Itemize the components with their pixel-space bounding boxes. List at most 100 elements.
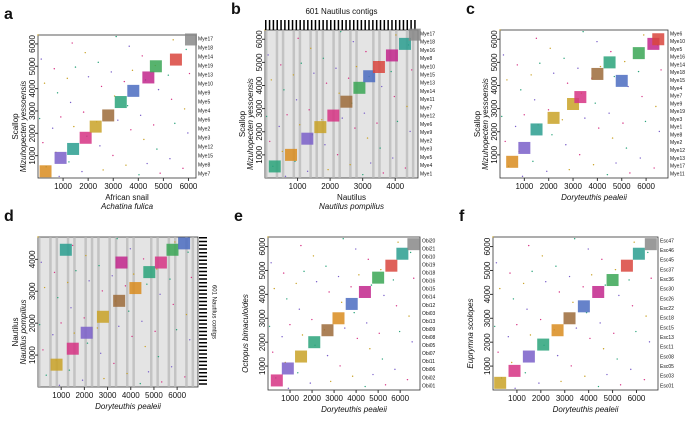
stripe xyxy=(405,30,409,178)
noise-dot xyxy=(658,130,661,133)
noise-dot xyxy=(599,65,602,68)
synteny-block xyxy=(80,326,93,339)
noise-dot xyxy=(352,40,355,43)
stripe xyxy=(126,237,129,387)
noise-dot xyxy=(355,65,358,68)
noise-dot xyxy=(71,42,73,44)
noise-dot xyxy=(295,282,297,285)
chromosome-label: Mye9 xyxy=(198,90,210,96)
stripe xyxy=(73,237,76,387)
synteny-block xyxy=(592,285,605,298)
noise-dot xyxy=(143,138,145,141)
stripe xyxy=(309,30,312,178)
noise-dot xyxy=(37,34,39,36)
noise-dot xyxy=(514,387,516,389)
noise-dot xyxy=(643,378,646,381)
synteny-block xyxy=(96,310,109,323)
noise-dot xyxy=(286,114,288,116)
chromosome-label: Esc11 xyxy=(660,345,674,351)
stripe xyxy=(395,30,398,178)
noise-dot xyxy=(75,270,77,272)
chromosome-label: Obi01 xyxy=(422,383,436,389)
noise-dot xyxy=(102,169,104,171)
noise-dot xyxy=(631,305,634,307)
noise-dot xyxy=(590,274,593,276)
stripe xyxy=(191,237,195,387)
noise-dot xyxy=(568,275,571,278)
chromosome-label: Obi06 xyxy=(422,367,436,373)
stripe xyxy=(338,30,341,178)
synteny-block xyxy=(606,274,619,287)
x-tick-label: 2000 xyxy=(75,391,93,400)
y-tick-label: 4000 xyxy=(255,76,264,94)
noise-dot xyxy=(645,315,647,317)
noise-dot xyxy=(356,337,359,340)
noise-dot xyxy=(99,145,101,147)
noise-dot xyxy=(408,315,410,317)
noise-dot xyxy=(325,82,328,84)
noise-dot xyxy=(329,380,332,383)
contig-tick xyxy=(318,20,321,30)
contig-tick xyxy=(287,20,290,30)
contig-tick xyxy=(345,20,347,30)
noise-dot xyxy=(141,55,143,57)
chromosome-label: Obi08 xyxy=(422,335,436,341)
stripe xyxy=(321,30,325,178)
chromosome-label: Mye11 xyxy=(420,97,435,103)
contig-tick xyxy=(303,20,305,30)
synteny-block xyxy=(321,324,334,337)
chromosome-label: Mye3 xyxy=(670,117,682,123)
noise-dot xyxy=(111,275,113,277)
contig-tick xyxy=(322,20,324,30)
noise-dot xyxy=(88,280,90,282)
y-axis-label: Nautilus xyxy=(11,318,20,347)
chromosome-label: Esc36 xyxy=(660,277,674,283)
synteny-block xyxy=(332,312,345,325)
contig-tick xyxy=(383,20,386,30)
synteny-block xyxy=(353,81,366,94)
noise-dot xyxy=(187,132,189,134)
contig-tick xyxy=(299,20,301,30)
noise-dot xyxy=(589,337,591,340)
noise-dot xyxy=(300,244,302,247)
noise-dot xyxy=(340,30,342,33)
noise-dot xyxy=(287,387,290,389)
contig-tick xyxy=(360,20,363,30)
noise-dot xyxy=(86,342,89,344)
x-axis-label: Achatina fulica xyxy=(100,202,154,211)
chromosome-label: Esc15 xyxy=(660,325,674,331)
noise-dot xyxy=(381,358,384,360)
noise-dot xyxy=(370,284,373,286)
synteny-block xyxy=(620,259,633,272)
noise-dot xyxy=(353,311,355,314)
noise-dot xyxy=(110,71,112,73)
y-tick-label: 2000 xyxy=(490,122,499,140)
noise-dot xyxy=(351,375,354,377)
panel-letter: c xyxy=(466,1,475,18)
noise-dot xyxy=(113,362,115,365)
y-tick-label: 3000 xyxy=(28,282,37,300)
y-axis-label: Scallop xyxy=(11,113,20,140)
noise-dot xyxy=(602,348,605,350)
y-tick-label: 1000 xyxy=(490,145,499,163)
y-tick-label: 5000 xyxy=(258,261,267,279)
noise-dot xyxy=(156,148,158,150)
noise-dot xyxy=(366,322,368,324)
y-tick-label: 1000 xyxy=(258,357,267,375)
panel-letter: e xyxy=(234,208,243,225)
contig-tick xyxy=(280,20,282,30)
noise-dot xyxy=(611,137,614,139)
noise-dot xyxy=(613,75,616,78)
noise-dot xyxy=(292,74,295,76)
noise-dot xyxy=(70,307,72,309)
noise-dot xyxy=(565,144,567,146)
noise-dot xyxy=(549,47,551,49)
noise-dot xyxy=(338,92,340,94)
synteny-block xyxy=(340,95,353,108)
stripe xyxy=(38,237,41,387)
noise-dot xyxy=(270,262,272,264)
noise-dot xyxy=(395,34,397,36)
noise-dot xyxy=(629,172,631,174)
chromosome-label: Esc03 xyxy=(660,374,674,380)
x-tick-label: 1000 xyxy=(515,182,533,191)
